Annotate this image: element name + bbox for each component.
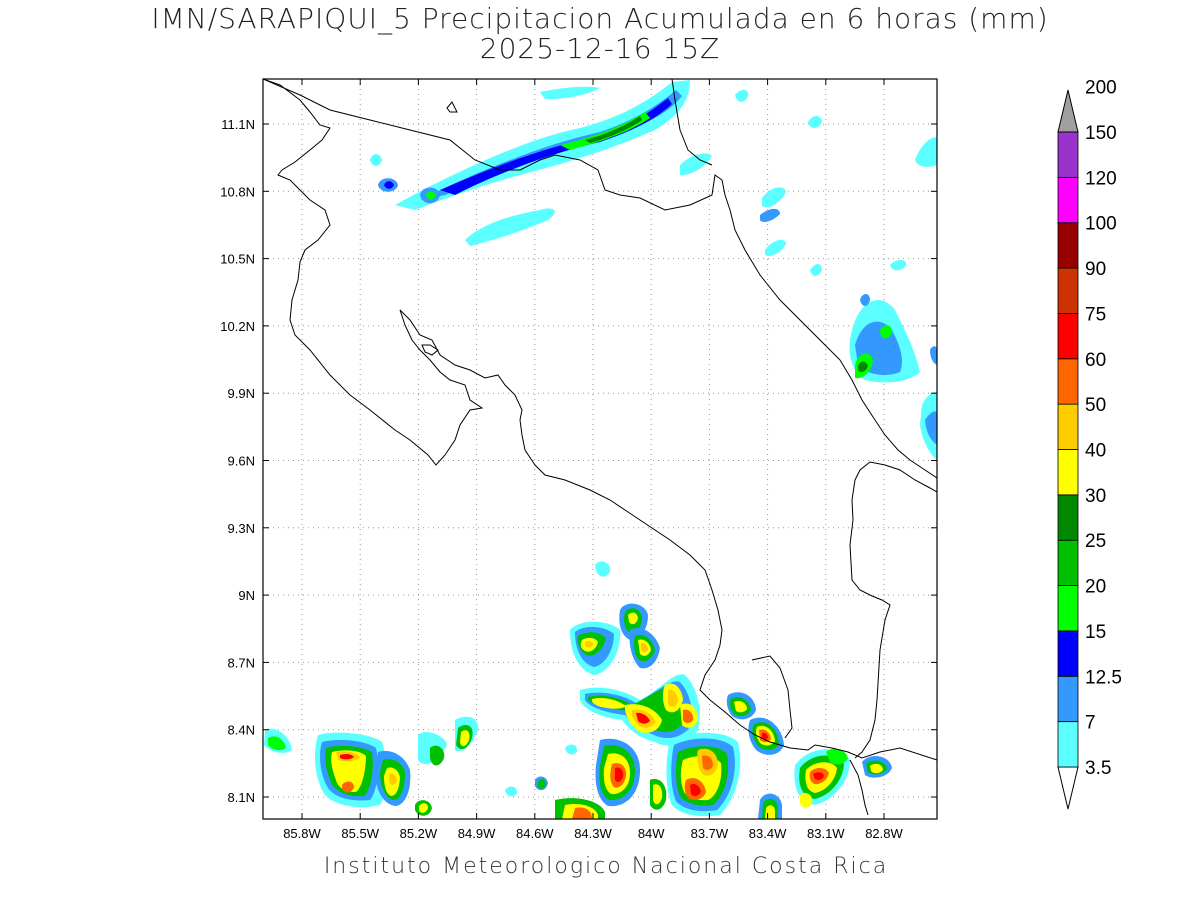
lat-tick-label: 8.7N	[228, 655, 255, 670]
north-border	[263, 79, 937, 479]
colorbar-swatch	[1057, 222, 1079, 269]
peninsula-edge	[421, 344, 439, 356]
colorbar-level-label: 200	[1085, 78, 1117, 99]
colorbar-level-label: 120	[1085, 168, 1117, 189]
lat-tick-label: 10.8N	[220, 184, 255, 199]
colorbar-level-label: 60	[1085, 350, 1106, 371]
lat-tick-label: 9.3N	[228, 521, 255, 536]
lon-tick-label: 82.8W	[865, 826, 903, 841]
burica	[849, 759, 869, 816]
lake-outline	[446, 101, 458, 113]
colorbar-swatch	[1057, 630, 1079, 677]
coastline-borders	[263, 79, 937, 816]
precipitation-field	[264, 80, 937, 819]
lat-tick-label: 8.4N	[228, 723, 255, 738]
lon-tick-label: 85.2W	[400, 826, 438, 841]
colorbar-level-label: 15	[1085, 622, 1106, 643]
peninsula-osa	[751, 655, 793, 739]
precip-cell-south	[264, 561, 892, 819]
colorbar-swatch	[1057, 403, 1079, 450]
colorbar-level-label: 40	[1085, 441, 1106, 462]
colorbar-swatch	[1057, 494, 1079, 541]
colorbar-level-label: 20	[1085, 577, 1106, 598]
colorbar-over-triangle	[1057, 89, 1079, 133]
lon-tick-label: 85.5W	[341, 826, 379, 841]
colorbar-level-label: 90	[1085, 259, 1106, 280]
colorbar-level-label: 75	[1085, 304, 1106, 325]
colorbar-level-label: 30	[1085, 486, 1106, 507]
precip-cell-caribbean	[849, 259, 937, 460]
lat-tick-label: 8.1N	[228, 790, 255, 805]
colorbar-swatch	[1057, 267, 1079, 314]
colorbar-swatch	[1057, 176, 1079, 224]
colorbar-level-label: 25	[1085, 531, 1106, 552]
lat-tick-label: 10.2N	[220, 319, 255, 334]
colorbar-under-triangle	[1057, 766, 1079, 810]
panama-border-2	[849, 479, 891, 759]
lon-tick-label: 84W	[638, 826, 665, 841]
colorbar-swatch	[1057, 358, 1079, 405]
colorbar-legend: 3.5 7 12.5 15 20 25 30 40 50 60 75 90 100 120 150 200	[1057, 78, 1122, 810]
lon-tick-label: 83.1W	[807, 826, 845, 841]
colorbar-swatch	[1057, 131, 1079, 178]
colorbar-swatch	[1057, 721, 1079, 768]
lon-tick-label: 84.9W	[458, 826, 496, 841]
lat-tick-label: 9.6N	[228, 454, 255, 469]
map-valid-time: 2025-12-16 15Z	[479, 32, 721, 65]
north-river	[671, 79, 713, 166]
lon-tick-label: 83.7W	[691, 826, 729, 841]
longitude-labels: 85.8W 85.5W 85.2W 84.9W 84.6W 84.3W 84W 83.7W 83…	[283, 79, 904, 841]
lat-lon-grid	[263, 79, 937, 819]
panama-border	[854, 461, 937, 493]
colorbar-level-label: 100	[1085, 214, 1117, 235]
colorbar-swatch	[1057, 449, 1079, 496]
footer-credit: Instituto Meteorologico Nacional Costa R…	[323, 854, 889, 879]
precip-cell-north-band	[370, 80, 937, 276]
lat-tick-label: 11.1N	[221, 117, 255, 132]
lat-tick-label: 9N	[238, 588, 255, 603]
colorbar-swatch	[1057, 539, 1079, 586]
colorbar-swatch	[1057, 585, 1079, 632]
colorbar-level-label: 12.5	[1085, 667, 1122, 688]
colorbar-level-label: 3.5	[1085, 758, 1111, 779]
lon-tick-label: 84.3W	[574, 826, 612, 841]
lon-tick-label: 84.6W	[516, 826, 554, 841]
lon-tick-label: 85.8W	[283, 826, 321, 841]
lat-tick-label: 9.9N	[228, 386, 255, 401]
colorbar-level-label: 150	[1085, 123, 1117, 144]
latitude-labels: 11.1N 10.8N 10.5N 10.2N 9.9N 9.6N 9.3N 9N 8.7N 8.…	[220, 117, 937, 805]
colorbar-level-label: 50	[1085, 395, 1106, 416]
colorbar-level-label: 7	[1085, 713, 1096, 734]
colorbar-swatch	[1057, 313, 1079, 360]
lat-tick-label: 10.5N	[220, 252, 255, 267]
nicaragua-coast	[263, 79, 937, 761]
lon-tick-label: 83.4W	[749, 826, 787, 841]
map-title: IMN/SARAPIQUI_5 Precipitacion Acumulada …	[151, 2, 1049, 35]
colorbar-swatch	[1057, 675, 1079, 723]
